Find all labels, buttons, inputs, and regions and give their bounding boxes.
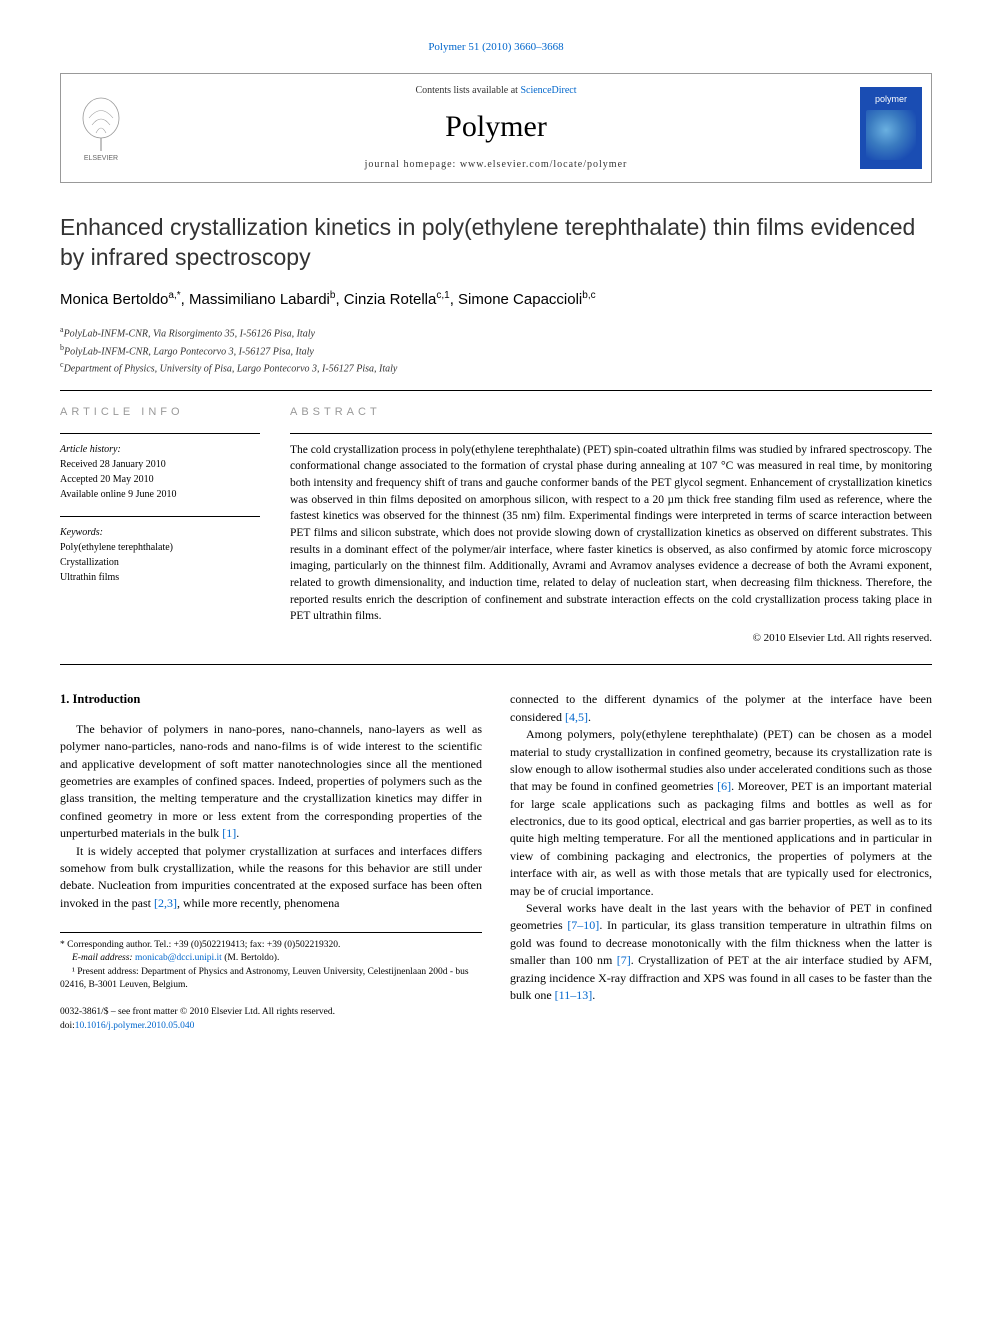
affiliation-c: cDepartment of Physics, University of Pi… — [60, 359, 932, 376]
affiliation-b: bPolyLab-INFM-CNR, Largo Pontecorvo 3, I… — [60, 342, 932, 359]
doi-link[interactable]: 10.1016/j.polymer.2010.05.040 — [75, 1021, 195, 1031]
copyright: © 2010 Elsevier Ltd. All rights reserved… — [290, 631, 932, 646]
email-label: E-mail address: — [72, 953, 135, 963]
right-p3: Several works have dealt in the last yea… — [510, 900, 932, 1004]
journal-cover-box: polymer — [860, 87, 922, 169]
author-4: Simone Capaccioli — [458, 291, 582, 308]
elsevier-tree-icon: ELSEVIER — [74, 93, 129, 163]
author-4-sup: b,c — [582, 290, 595, 301]
right-p2-post: . Moreover, PET is an important material… — [510, 779, 932, 897]
journal-ref-pre: Polymer 51 (2010) 3660 — [428, 41, 536, 53]
journal-cover-label: polymer — [875, 93, 907, 106]
ref-6[interactable]: [6] — [717, 779, 731, 793]
left-p2-post: , while more recently, phenomena — [177, 896, 340, 910]
article-info-col: ARTICLE INFO Article history: Received 2… — [60, 405, 260, 646]
present-address: ¹ Present address: Department of Physics… — [60, 966, 482, 993]
aff-b-text: PolyLab-INFM-CNR, Largo Pontecorvo 3, I-… — [64, 346, 314, 357]
contents-pre: Contents lists available at — [415, 85, 520, 96]
email-line: E-mail address: monicab@dcci.unipi.it (M… — [60, 952, 482, 965]
ref-11-13[interactable]: [11–13] — [555, 988, 593, 1002]
doi-line: doi:10.1016/j.polymer.2010.05.040 — [60, 1020, 482, 1033]
journal-cover: polymer — [851, 74, 931, 182]
author-2-sup: b — [330, 290, 336, 301]
sciencedirect-link[interactable]: ScienceDirect — [520, 85, 576, 96]
doi-label: doi: — [60, 1021, 75, 1031]
authors-line: Monica Bertoldoa,*, Massimiliano Labardi… — [60, 289, 932, 310]
ref-7-10[interactable]: [7–10] — [567, 918, 599, 932]
right-p2: Among polymers, poly(ethylene terephthal… — [510, 726, 932, 900]
elsevier-logo: ELSEVIER — [61, 74, 141, 182]
keyword-3: Ultrathin films — [60, 570, 260, 585]
intro-heading: 1. Introduction — [60, 691, 482, 709]
journal-homepage: journal homepage: www.elsevier.com/locat… — [151, 158, 841, 172]
keyword-1: Poly(ethylene terephthalate) — [60, 540, 260, 555]
aff-a-text: PolyLab-INFM-CNR, Via Risorgimento 35, I… — [64, 329, 315, 340]
contents-line: Contents lists available at ScienceDirec… — [151, 84, 841, 98]
left-p1: The behavior of polymers in nano-pores, … — [60, 721, 482, 843]
journal-reference: Polymer 51 (2010) 3660–3668 — [60, 40, 932, 55]
journal-ref-link[interactable]: Polymer 51 (2010) 3660–3668 — [428, 41, 563, 53]
keywords-label: Keywords: — [60, 525, 260, 540]
history-block: Article history: Received 28 January 201… — [60, 434, 260, 502]
ref-7[interactable]: [7] — [617, 953, 631, 967]
journal-cover-image — [866, 110, 916, 160]
author-3-sup: c,1 — [436, 290, 449, 301]
history-label: Article history: — [60, 442, 260, 457]
abstract-heading: ABSTRACT — [290, 405, 932, 420]
svg-text:ELSEVIER: ELSEVIER — [83, 155, 117, 162]
ref-4-5[interactable]: [4,5] — [565, 710, 588, 724]
history-received: Received 28 January 2010 — [60, 457, 260, 472]
corresponding-author: * Corresponding author. Tel.: +39 (0)502… — [60, 939, 482, 952]
author-2: Massimiliano Labardi — [189, 291, 330, 308]
email-post: (M. Bertoldo). — [222, 953, 280, 963]
footer-block: 0032-3861/$ – see front matter © 2010 El… — [60, 1006, 482, 1033]
header-box: ELSEVIER Contents lists available at Sci… — [60, 73, 932, 183]
keywords-block: Keywords: Poly(ethylene terephthalate) C… — [60, 517, 260, 585]
affiliations: aPolyLab-INFM-CNR, Via Risorgimento 35, … — [60, 324, 932, 376]
left-p1-pre: The behavior of polymers in nano-pores, … — [60, 722, 482, 840]
right-p3-post: . — [592, 988, 595, 1002]
author-3: Cinzia Rotella — [344, 291, 437, 308]
info-abstract-row: ARTICLE INFO Article history: Received 2… — [60, 391, 932, 664]
history-online: Available online 9 June 2010 — [60, 487, 260, 502]
journal-ref-range: –3668 — [536, 41, 564, 53]
article-info-heading: ARTICLE INFO — [60, 405, 260, 420]
affiliation-a: aPolyLab-INFM-CNR, Via Risorgimento 35, … — [60, 324, 932, 341]
left-p2: It is widely accepted that polymer cryst… — [60, 843, 482, 913]
keyword-2: Crystallization — [60, 555, 260, 570]
abstract-text: The cold crystallization process in poly… — [290, 434, 932, 625]
right-p1-post: . — [588, 710, 591, 724]
history-accepted: Accepted 20 May 2010 — [60, 472, 260, 487]
right-p1: connected to the different dynamics of t… — [510, 691, 932, 726]
ref-2-3[interactable]: [2,3] — [154, 896, 177, 910]
journal-title: Polymer — [151, 106, 841, 148]
author-1-sup: a,* — [168, 290, 180, 301]
footnotes: * Corresponding author. Tel.: +39 (0)502… — [60, 932, 482, 992]
abstract-col: ABSTRACT The cold crystallization proces… — [290, 405, 932, 646]
right-column: connected to the different dynamics of t… — [510, 691, 932, 1033]
header-center: Contents lists available at ScienceDirec… — [141, 74, 851, 182]
left-p1-post: . — [236, 826, 239, 840]
body-columns: 1. Introduction The behavior of polymers… — [60, 691, 932, 1033]
issn-line: 0032-3861/$ – see front matter © 2010 El… — [60, 1006, 482, 1019]
rule-bottom — [60, 664, 932, 665]
aff-c-text: Department of Physics, University of Pis… — [64, 363, 398, 374]
left-column: 1. Introduction The behavior of polymers… — [60, 691, 482, 1033]
page-container: Polymer 51 (2010) 3660–3668 ELSEVIER Con… — [0, 0, 992, 1063]
email-link[interactable]: monicab@dcci.unipi.it — [135, 953, 222, 963]
author-1: Monica Bertoldo — [60, 291, 168, 308]
article-title: Enhanced crystallization kinetics in pol… — [60, 213, 932, 273]
ref-1[interactable]: [1] — [222, 826, 236, 840]
